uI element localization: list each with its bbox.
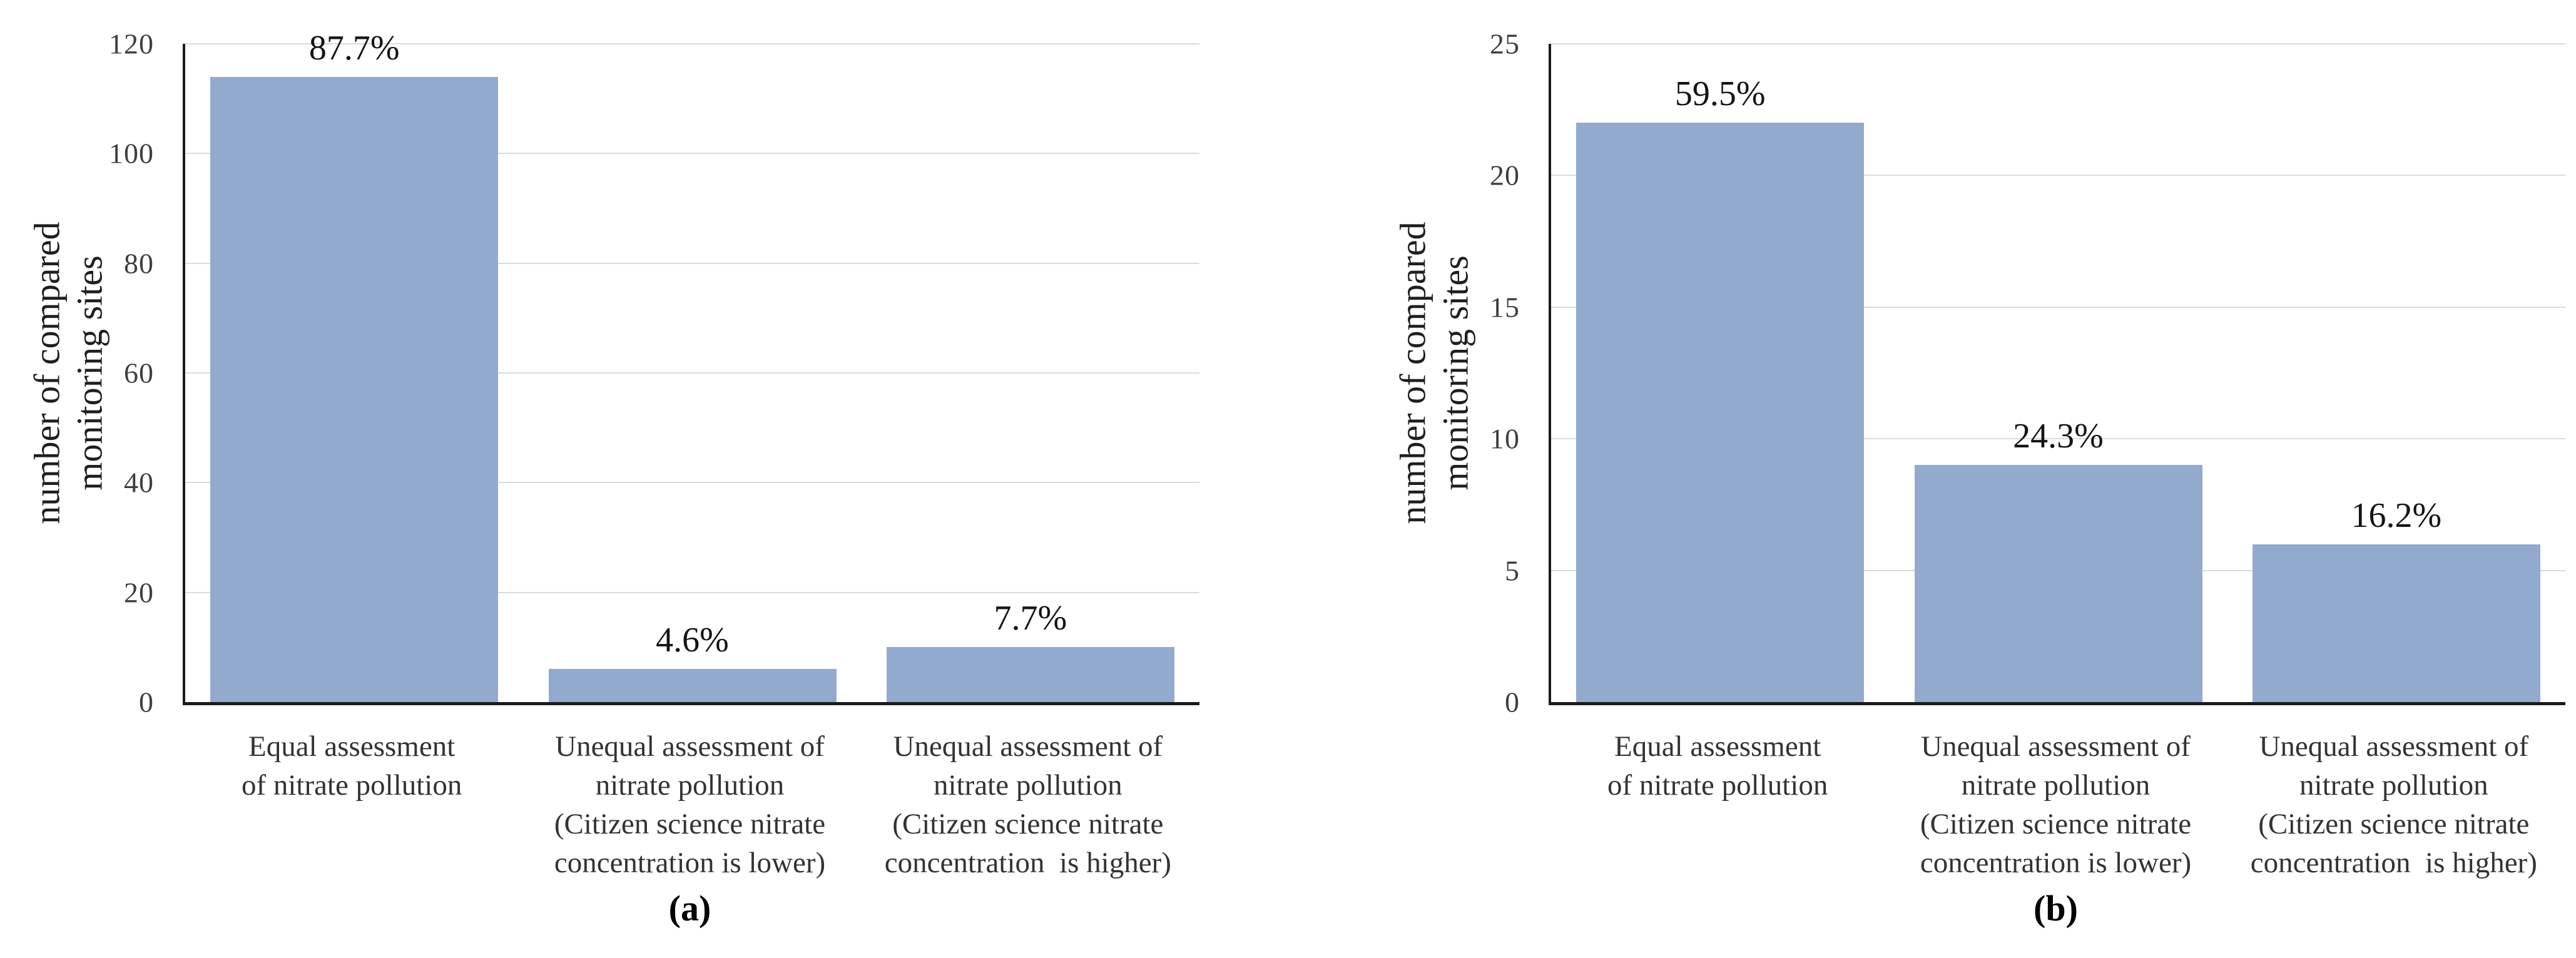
- bar-value-label: 87.7%: [308, 28, 400, 68]
- bar-chart-panel-a: number of compared monitoring sites 0 20 4…: [27, 28, 1199, 929]
- y-tick-label: 60: [124, 357, 154, 389]
- caption-b: (b): [2034, 888, 2078, 929]
- gridline: [185, 372, 1199, 374]
- plot-area: 87.7% 4.6% 7.7%: [183, 29, 1199, 705]
- bars-layer: 87.7% 4.6% 7.7%: [185, 29, 1199, 702]
- plot-area: 59.5% 24.3% 16.2%: [1549, 43, 2565, 705]
- bar-value-label: 24.3%: [2013, 417, 2104, 456]
- bar: [1914, 465, 2202, 702]
- category-label: Unequal assessment of nitrate pollution …: [2250, 730, 2537, 880]
- gridline: [1551, 175, 2565, 176]
- y-tick-label: 20: [1490, 159, 1520, 191]
- bar: [210, 76, 499, 702]
- bar: [1576, 123, 1865, 702]
- y-tick-label: 15: [1490, 291, 1520, 324]
- y-tick-label: 40: [124, 466, 154, 499]
- bar-value-label: 59.5%: [1674, 74, 1766, 114]
- bar-value-label: 16.2%: [2351, 496, 2442, 535]
- gridline: [1551, 43, 2565, 44]
- y-tick-label: 80: [124, 247, 154, 280]
- y-tick-label: 25: [1490, 28, 1520, 60]
- category-axis: Equal assessment of nitrate pollution Une…: [1549, 727, 2563, 882]
- y-tick-label: 5: [1505, 554, 1520, 587]
- bar: [886, 647, 1174, 702]
- bar: [548, 669, 837, 702]
- gridline: [185, 262, 1199, 264]
- category-label: Equal assessment of nitrate pollution: [241, 730, 462, 802]
- gridline: [185, 482, 1199, 484]
- y-tick-label: 0: [139, 686, 154, 718]
- gridline: [185, 591, 1199, 593]
- y-tick-label: 120: [109, 28, 154, 60]
- bar-value-label: 4.6%: [656, 621, 729, 660]
- category-axis: Equal assessment of nitrate pollution Une…: [183, 727, 1197, 882]
- gridline: [185, 43, 1199, 44]
- bars-layer: 59.5% 24.3% 16.2%: [1551, 44, 2565, 702]
- y-tick-label: 0: [1505, 686, 1520, 718]
- bar-value-label: 7.7%: [994, 599, 1067, 638]
- category-label: Unequal assessment of nitrate pollution …: [554, 730, 826, 880]
- category-label: Unequal assessment of nitrate pollution …: [1920, 730, 2192, 880]
- y-tick-label: 10: [1490, 422, 1520, 455]
- category-label: Unequal assessment of nitrate pollution …: [884, 730, 1171, 880]
- gridline: [1551, 438, 2565, 440]
- gridlines-layer: [185, 43, 1199, 702]
- y-tick-label: 20: [124, 576, 154, 609]
- y-axis-ticks: 0 5 10 15 20 25: [1288, 0, 2576, 958]
- y-tick-label: 100: [109, 137, 154, 170]
- gridline: [1551, 306, 2565, 308]
- bar: [2252, 544, 2540, 702]
- gridline: [185, 153, 1199, 155]
- caption-a: (a): [668, 888, 711, 929]
- y-axis-ticks: 0 20 40 60 80 100 120: [109, 28, 154, 718]
- category-label: Equal assessment of nitrate pollution: [1607, 730, 1828, 802]
- bar-chart-panel-b: number of compared monitoring sites 0 5 10…: [1288, 0, 2576, 958]
